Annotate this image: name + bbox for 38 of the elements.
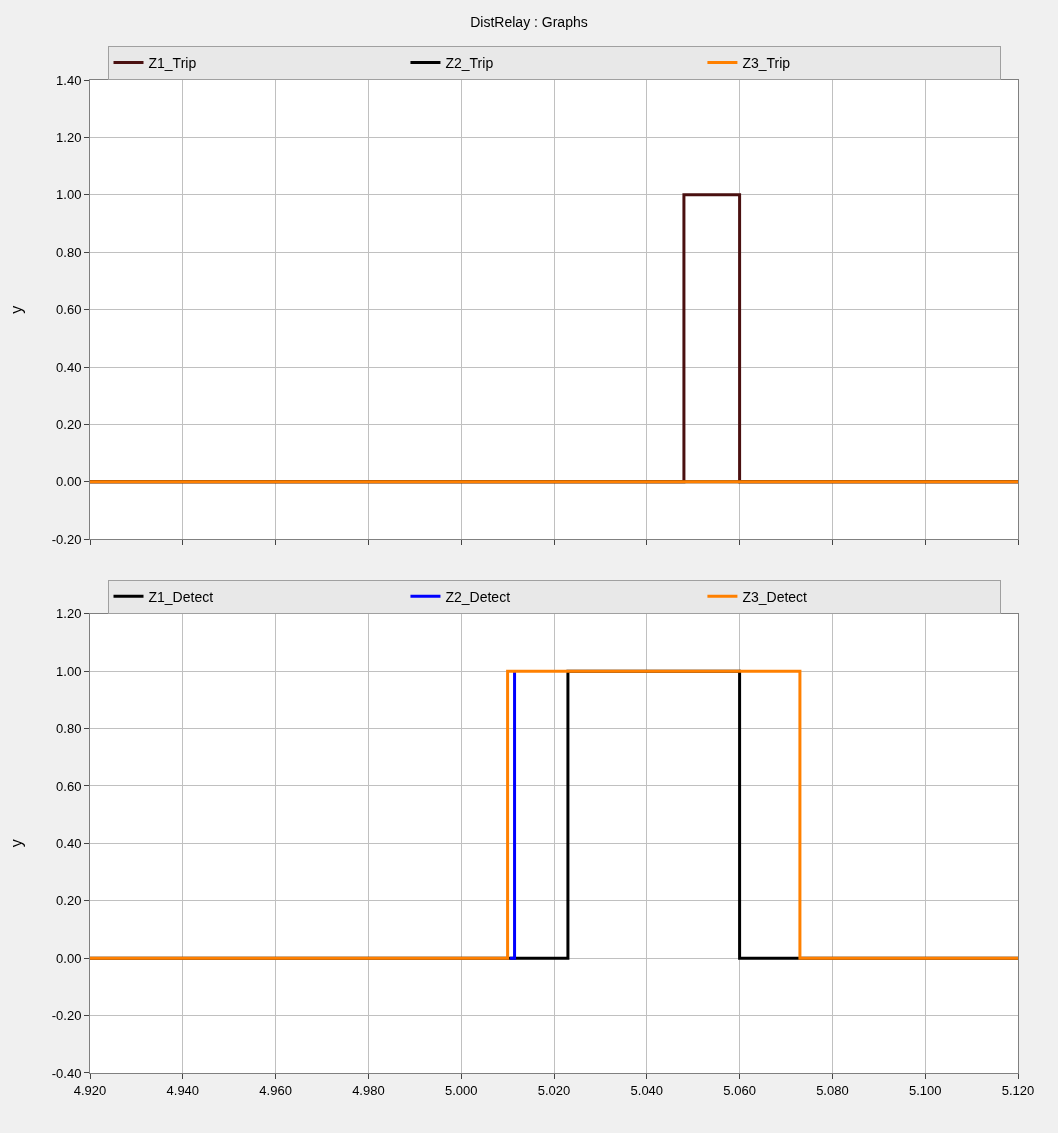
y-tick-label: -0.40: [51, 1065, 82, 1081]
legend-label: Z1_Trip: [148, 55, 197, 72]
legend-label: Z3_Detect: [742, 588, 808, 605]
y-axis-title: y: [7, 839, 25, 848]
y-tick-label: 0.20: [56, 417, 82, 432]
y-tick-label: 0.00: [56, 950, 82, 966]
x-tick-label: 4.920: [73, 1082, 107, 1098]
y-tick-label: -0.20: [51, 531, 82, 547]
y-tick-label: 0.40: [56, 359, 82, 375]
x-tick-label: 5.040: [630, 1082, 664, 1098]
legend-label: Z3_Trip: [742, 55, 791, 72]
y-tick-label: 0.80: [56, 721, 82, 737]
y-tick-label: 1.00: [56, 663, 82, 679]
legend-label: Z2_Detect: [445, 588, 511, 605]
legend-label: Z2_Trip: [445, 55, 494, 72]
y-tick-label: 0.00: [56, 474, 82, 490]
x-tick-label: 5.060: [723, 1082, 756, 1098]
y-tick-label: 0.60: [56, 302, 82, 318]
y-tick-label: 1.00: [56, 187, 82, 203]
x-tick-label: 4.940: [166, 1082, 200, 1098]
y-tick-label: 0.60: [56, 778, 82, 794]
x-tick-label: 5.120: [1001, 1082, 1035, 1098]
x-tick-label: 4.960: [259, 1082, 292, 1098]
x-tick-label: 5.100: [908, 1082, 942, 1098]
x-tick-label: 5.020: [537, 1082, 571, 1098]
chart-title: DistRelay : Graphs: [470, 13, 588, 30]
x-tick-label: 4.980: [352, 1082, 385, 1098]
y-tick-label: 1.20: [56, 129, 82, 145]
y-tick-label: 0.80: [56, 244, 82, 260]
y-tick-label: -0.20: [51, 1008, 82, 1024]
y-tick-label: 1.20: [56, 606, 82, 622]
y-tick-label: 0.40: [56, 835, 82, 851]
x-tick-label: 5.080: [816, 1082, 849, 1098]
y-tick-label: 1.40: [56, 72, 82, 88]
y-tick-label: 0.20: [56, 893, 82, 909]
x-tick-label: 5.000: [444, 1082, 478, 1098]
legend-label: Z1_Detect: [148, 588, 214, 605]
y-axis-title: y: [7, 305, 25, 314]
